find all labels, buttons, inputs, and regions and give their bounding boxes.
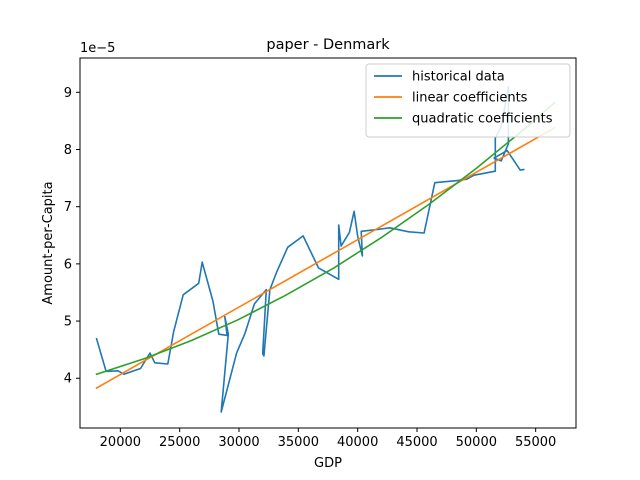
y-tick-label: 9 <box>64 86 72 101</box>
series-line-quadratic-coefficients <box>95 101 556 376</box>
legend-label-historical-data: historical data <box>412 70 505 85</box>
legend-label-quadratic-coefficients: quadratic coefficients <box>412 112 553 127</box>
y-tick-label: 5 <box>64 315 72 330</box>
x-tick-label: 20000 <box>100 435 141 450</box>
x-axis-label: GDP <box>314 456 342 471</box>
x-tick-label: 50000 <box>456 435 497 450</box>
chart-title: paper - Denmark <box>266 37 390 53</box>
y-tick-label: 8 <box>64 143 72 158</box>
x-tick-label: 45000 <box>396 435 437 450</box>
x-tick-label: 25000 <box>159 435 200 450</box>
x-tick-label: 55000 <box>515 435 556 450</box>
legend-box <box>365 63 571 138</box>
plot-frame <box>79 57 577 429</box>
series-line-linear-coefficients <box>95 126 556 390</box>
y-tick-label: 4 <box>64 372 72 387</box>
x-tick-label: 30000 <box>218 435 259 450</box>
y-tick-label: 7 <box>64 200 72 215</box>
y-axis-label: Amount-per-Capita <box>41 181 56 304</box>
x-tick-label: 40000 <box>337 435 378 450</box>
series-line-historical-data <box>95 85 525 413</box>
x-tick-label: 35000 <box>278 435 319 450</box>
legend-label-linear-coefficients: linear coefficients <box>412 91 528 106</box>
y-tick-label: 6 <box>64 257 72 272</box>
legend: historical data linear coefficients quadra… <box>365 63 571 138</box>
y-offset-label: 1e−5 <box>80 41 115 56</box>
